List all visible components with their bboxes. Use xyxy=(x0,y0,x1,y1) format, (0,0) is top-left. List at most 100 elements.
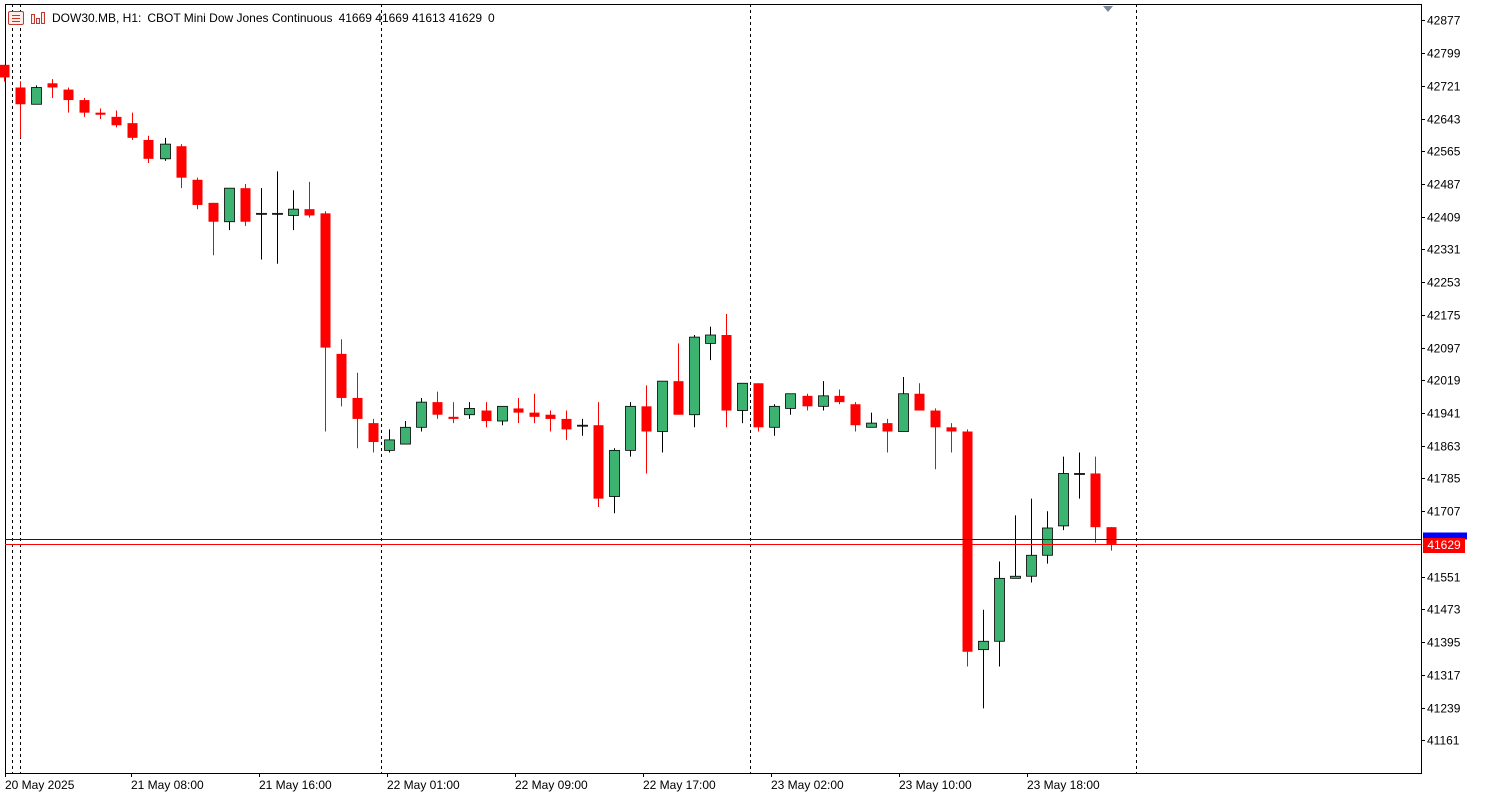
candle xyxy=(143,135,154,164)
candle-body xyxy=(818,395,829,407)
candle-body xyxy=(657,380,668,432)
candle-body xyxy=(577,424,588,427)
candle xyxy=(336,339,347,407)
candle-body xyxy=(481,410,492,422)
ohlc-values: 41669 41669 41613 41629 xyxy=(338,11,483,25)
candle xyxy=(224,187,235,231)
candle xyxy=(0,64,10,82)
y-tick-label: 42409 xyxy=(1427,211,1461,225)
chart-shift-marker[interactable] xyxy=(1103,6,1113,12)
candle-body xyxy=(785,393,796,409)
candle xyxy=(769,404,780,436)
tick-volume: 0 xyxy=(488,11,495,25)
y-tick-label: 42799 xyxy=(1427,47,1461,61)
current-price-tag: 41629 xyxy=(1423,537,1465,553)
candle xyxy=(818,381,829,411)
candle xyxy=(95,108,106,119)
candle xyxy=(1042,511,1053,564)
candle-body xyxy=(593,425,604,499)
candle-body xyxy=(192,179,203,205)
candle-body xyxy=(288,208,299,216)
candle-body xyxy=(737,382,748,411)
candle xyxy=(15,81,26,138)
candle xyxy=(208,202,219,256)
candle xyxy=(1010,515,1021,579)
candle xyxy=(705,326,716,361)
candle xyxy=(673,343,684,415)
candle-body xyxy=(705,334,716,344)
candle xyxy=(802,393,813,411)
candle xyxy=(256,188,267,260)
y-tick-label: 41941 xyxy=(1427,407,1461,421)
candle xyxy=(368,418,379,453)
x-tick-label: 23 May 02:00 xyxy=(771,778,844,792)
chart-list-icon[interactable] xyxy=(8,11,24,25)
candle-body xyxy=(769,405,780,428)
candle xyxy=(721,314,732,428)
candle-body xyxy=(0,64,10,78)
candle xyxy=(448,402,459,424)
y-tick-label: 42253 xyxy=(1427,276,1461,290)
candle xyxy=(978,609,989,709)
y-tick-label: 41551 xyxy=(1427,571,1461,585)
candle xyxy=(31,85,42,105)
x-tick-label: 21 May 16:00 xyxy=(259,778,332,792)
y-tick-label: 42643 xyxy=(1427,113,1461,127)
candle xyxy=(930,408,941,470)
candle xyxy=(1074,452,1085,499)
candle-body xyxy=(464,408,475,416)
y-tick-label: 41317 xyxy=(1427,669,1461,683)
y-tick-label: 41707 xyxy=(1427,505,1461,519)
candle-body xyxy=(127,123,138,138)
candle-body xyxy=(946,427,957,432)
candle xyxy=(352,372,363,449)
candle-body xyxy=(1010,575,1021,579)
candle xyxy=(785,393,796,415)
candle-body xyxy=(79,100,90,113)
y-tick-label: 42877 xyxy=(1427,14,1461,28)
chart-header: DOW30.MB, H1: CBOT Mini Dow Jones Contin… xyxy=(8,9,501,27)
candle-body xyxy=(352,397,363,419)
candle xyxy=(497,405,508,426)
y-tick-label: 41785 xyxy=(1427,472,1461,486)
symbol-label: DOW30.MB, H1: xyxy=(52,11,142,25)
candle-body xyxy=(400,426,411,445)
candle-body xyxy=(914,393,925,411)
candle-body xyxy=(513,408,524,413)
candle-body xyxy=(850,404,861,426)
x-tick-label: 22 May 01:00 xyxy=(387,778,460,792)
candle-body xyxy=(497,405,508,422)
candle-body xyxy=(609,449,620,497)
candle xyxy=(272,171,283,264)
candle xyxy=(994,561,1005,667)
candle xyxy=(753,383,764,432)
x-tick-label: 22 May 17:00 xyxy=(643,778,716,792)
candle xyxy=(561,410,572,440)
candle xyxy=(962,429,973,667)
plot-border xyxy=(5,4,1422,774)
candle xyxy=(850,402,861,432)
candle-body xyxy=(1026,554,1037,577)
chart-bars-icon[interactable] xyxy=(30,11,46,25)
candle xyxy=(304,181,315,218)
candle-body xyxy=(47,83,58,88)
x-tick-label: 21 May 08:00 xyxy=(131,778,204,792)
candle xyxy=(1026,498,1037,583)
y-tick-label: 42331 xyxy=(1427,243,1461,257)
candle-body xyxy=(448,416,459,419)
candle-body xyxy=(176,146,187,178)
x-tick-label: 20 May 2025 xyxy=(5,778,75,792)
candle xyxy=(400,421,411,445)
candle xyxy=(834,389,845,405)
candle-body xyxy=(561,418,572,430)
candle-body xyxy=(721,335,732,411)
candle xyxy=(111,110,122,128)
bid-price-tag xyxy=(1423,532,1467,540)
y-tick-label: 41161 xyxy=(1427,734,1460,748)
candle-body xyxy=(994,577,1005,642)
x-tick-label: 22 May 09:00 xyxy=(515,778,588,792)
candle-body xyxy=(143,139,154,159)
candle-body xyxy=(432,402,443,415)
